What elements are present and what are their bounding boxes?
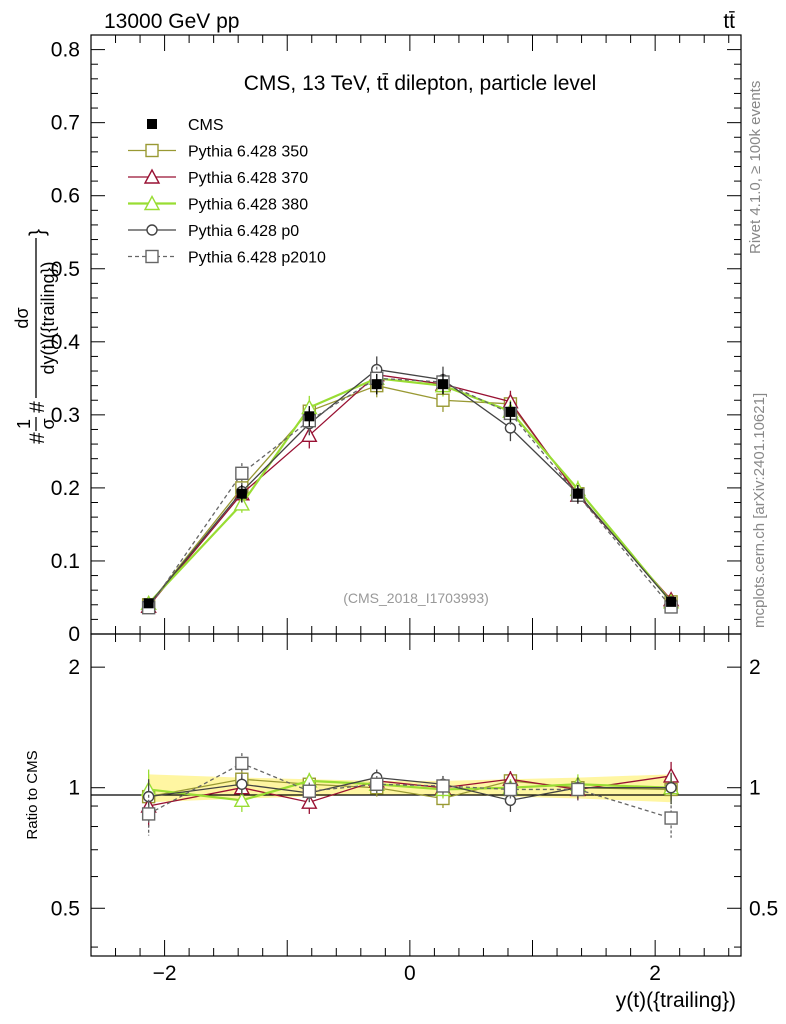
- ratio-data-point: [235, 756, 249, 771]
- main-data-point: [505, 406, 516, 417]
- ratio-series-line: [148, 778, 672, 800]
- legend-label: Pythia 6.428 p0: [188, 223, 299, 240]
- legend-item: CMS: [147, 117, 224, 134]
- legend-item: Pythia 6.428 350: [128, 144, 308, 161]
- main-y-tick-label: 0.7: [51, 112, 80, 135]
- main-y-tick-label: 0.6: [51, 185, 80, 208]
- ratio-data-point: [370, 777, 384, 791]
- ratio-y-tick-label-right: 1: [749, 777, 761, 800]
- rivet-version-text: Rivet 4.1.0, ≥ 100k events: [747, 81, 764, 254]
- main-series-3: [142, 356, 677, 611]
- ratio-data-point: [302, 784, 317, 798]
- ratio-data-point: [236, 778, 248, 790]
- ratio-series-4: [141, 753, 678, 838]
- legend-item: Pythia 6.428 p2010: [128, 250, 326, 267]
- main-data-point: [236, 488, 247, 499]
- legend-marker: [146, 224, 158, 236]
- y-zero-tick-label: 0: [68, 623, 80, 646]
- main-series-4: [141, 366, 678, 615]
- main-series-line: [148, 384, 672, 606]
- analysis-watermark: (CMS_2018_I1703993): [343, 590, 489, 606]
- main-y-tick-label: 0.4: [51, 331, 81, 354]
- ylabel-one: 1: [14, 419, 34, 429]
- ylabel-brace: }: [26, 229, 49, 236]
- main-series-1: [140, 362, 680, 613]
- main-data-point: [572, 488, 583, 499]
- ylabel-dsigma: dσ: [12, 307, 32, 328]
- main-y-tick-label: 0.2: [51, 477, 80, 500]
- main-y-tick-label: 0.1: [51, 550, 80, 573]
- x-axis-label: y(t)({trailing}): [616, 989, 736, 1012]
- legend-marker: [147, 119, 157, 129]
- x-tick-label: 2: [649, 962, 661, 985]
- mcplots-credit-text: mcplots.cern.ch [arXiv:2401.10621]: [751, 393, 768, 628]
- main-y-axis: 0.1 0.2 0.3 0.4 0.5 0.6 0.7 0.8: [51, 39, 741, 635]
- main-series-2: [140, 366, 680, 611]
- main-y-tick-label: 0.3: [51, 404, 80, 427]
- legend-label: CMS: [188, 117, 224, 134]
- legend-label: Pythia 6.428 380: [188, 197, 308, 214]
- ylabel-hash-2: #: [26, 401, 49, 413]
- main-data-point: [371, 379, 382, 390]
- main-data-point: [666, 596, 677, 607]
- legend: CMS Pythia 6.428 350 Pythia 6.428 370 Pythi…: [128, 117, 326, 267]
- ratio-y-tick-label: 0.5: [51, 897, 80, 920]
- ratio-data-point: [436, 779, 450, 793]
- main-data-point: [437, 379, 448, 390]
- legend-label: Pythia 6.428 370: [188, 170, 308, 187]
- main-series-line: [148, 368, 672, 606]
- header-process-label: tt̄: [723, 10, 735, 33]
- x-tick-label: 0: [404, 962, 416, 985]
- legend-marker: [145, 143, 159, 158]
- main-series-line: [147, 377, 672, 605]
- main-y-axis-label: # 1 σ # dσ dy(t)({trailing}) }: [12, 229, 58, 444]
- ratio-data-point: [571, 782, 585, 797]
- ratio-data-point: [664, 811, 678, 825]
- ratio-data-point: [233, 791, 251, 808]
- legend-item: Pythia 6.428 370: [128, 168, 308, 187]
- legend-item: Pythia 6.428 380: [128, 195, 308, 214]
- legend-item: Pythia 6.428 p0: [128, 223, 299, 240]
- ratio-y-tick-label: 1: [68, 777, 80, 800]
- ratio-series-line: [148, 762, 672, 819]
- header-energy-label: 13000 GeV pp: [104, 10, 239, 33]
- main-y-tick-label: 0.5: [51, 258, 80, 281]
- main-series-layer: [140, 356, 680, 615]
- main-series-line: [148, 373, 672, 607]
- main-data-point: [143, 598, 154, 609]
- main-series-line: [148, 377, 672, 609]
- ratio-data-point: [665, 782, 677, 794]
- main-data-point: [233, 495, 251, 511]
- ratio-series-line: [148, 775, 672, 807]
- ratio-y-tick-label: 2: [68, 656, 80, 679]
- ratio-series-layer: [140, 753, 680, 838]
- legend-label: Pythia 6.428 p2010: [188, 250, 326, 267]
- x-tick-label: −2: [153, 962, 177, 985]
- ratio-series-line: [148, 779, 672, 802]
- legend-marker: [143, 195, 161, 211]
- x-axis: −2 0 2: [115, 35, 730, 985]
- main-data-point: [304, 411, 315, 422]
- ratio-y-tick-label-right: 2: [749, 656, 761, 679]
- ratio-data-point: [503, 782, 518, 797]
- ratio-y-tick-label-right: 0.5: [749, 897, 778, 920]
- main-series-5: [143, 373, 677, 609]
- main-series-0: [141, 373, 678, 612]
- legend-marker: [145, 249, 159, 264]
- legend-label: Pythia 6.428 350: [188, 144, 308, 161]
- legend-marker: [143, 168, 161, 184]
- plot-title: CMS, 13 TeV, tt̄ dilepton, particle leve…: [244, 72, 597, 95]
- ratio-data-point: [141, 807, 156, 821]
- ratio-y-axis: 0.5 0.5 1 1 2 2: [51, 656, 778, 948]
- main-data-point: [235, 466, 249, 480]
- ylabel-denominator: dy(t)({trailing}): [38, 261, 58, 374]
- ratio-y-axis-label: Ratio to CMS: [24, 750, 41, 839]
- ylabel-hash-1: #: [26, 432, 49, 444]
- ylabel-sigma: σ: [38, 418, 58, 429]
- main-y-tick-label: 0.8: [51, 39, 80, 62]
